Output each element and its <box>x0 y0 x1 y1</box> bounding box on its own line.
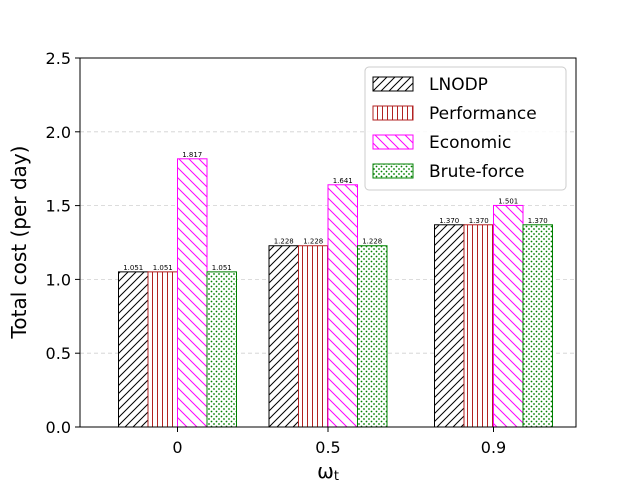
bar <box>206 271 237 428</box>
legend-label: Economic <box>429 133 511 153</box>
legend-swatch <box>372 76 414 92</box>
bar <box>177 158 208 428</box>
bar-data-label: 1.051 <box>212 264 232 272</box>
bar-data-label: 1.641 <box>333 177 353 185</box>
x-tick-label: 0 <box>172 438 182 457</box>
legend-label: LNODP <box>429 75 488 95</box>
bar-data-label: 1.817 <box>182 151 202 159</box>
y-tick-label: 1.0 <box>46 270 71 289</box>
legend-swatch <box>372 163 414 179</box>
x-axis: 0 0.5 0.9 <box>172 427 506 457</box>
x-tick-label: 0.5 <box>315 438 340 457</box>
legend: LNODP Performance Economic Brute-force <box>364 66 567 191</box>
data-labels-group: 1.051 1.051 1.817 1.051 1.228 1.228 1.641 1.228… <box>123 151 548 272</box>
bars-group <box>118 158 553 428</box>
bar <box>493 204 524 428</box>
bar-data-label: 1.228 <box>274 238 294 246</box>
bar <box>147 271 178 428</box>
legend-swatch <box>372 134 414 150</box>
legend-label: Brute-force <box>429 162 525 182</box>
x-axis-title: ωt <box>317 459 339 480</box>
bar <box>434 224 465 428</box>
bar-data-label: 1.051 <box>123 264 143 272</box>
legend-label: Performance <box>429 104 537 124</box>
bar-data-label: 1.228 <box>303 238 323 246</box>
y-tick-label: 2.0 <box>46 123 71 142</box>
y-axis-title: Total cost (per day) <box>7 146 31 340</box>
bar <box>522 224 553 428</box>
bar <box>327 184 358 428</box>
bar <box>463 224 494 428</box>
bar-data-label: 1.370 <box>439 217 459 225</box>
y-axis: 0.0 0.5 1.0 1.5 2.0 2.5 <box>46 49 80 437</box>
bar-data-label: 1.370 <box>528 217 548 225</box>
legend-box <box>364 66 567 191</box>
legend-swatch <box>372 105 414 121</box>
y-tick-label: 0.5 <box>46 344 71 363</box>
y-tick-label: 1.5 <box>46 197 71 216</box>
bar <box>298 245 329 428</box>
y-tick-label: 2.5 <box>46 49 71 68</box>
bar <box>357 245 388 428</box>
bar-data-label: 1.051 <box>153 264 173 272</box>
bar-data-label: 1.370 <box>469 217 489 225</box>
bar-data-label: 1.501 <box>498 197 518 205</box>
bar <box>118 271 149 428</box>
x-tick-label: 0.9 <box>481 438 506 457</box>
bar <box>268 245 299 428</box>
bar-data-label: 1.228 <box>362 238 382 246</box>
x-axis-title-subscript: t <box>334 469 339 480</box>
y-tick-label: 0.0 <box>46 418 71 437</box>
